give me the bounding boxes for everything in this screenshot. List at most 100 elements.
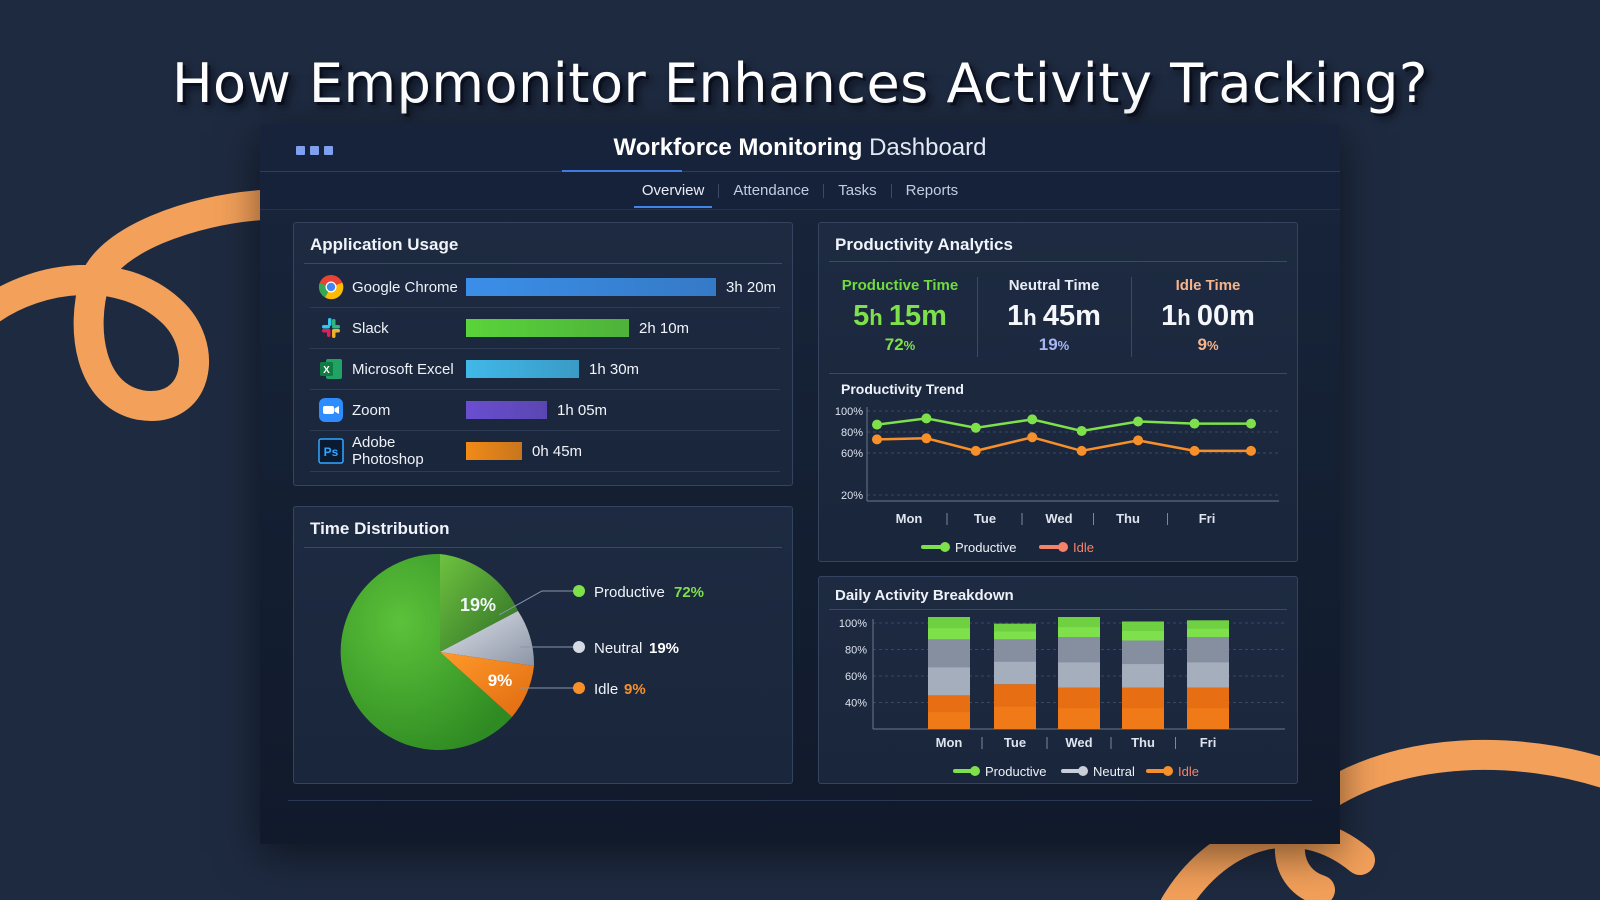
stat-value: 5h 15m (825, 300, 975, 333)
stat-hours: 5 (853, 300, 870, 332)
app-row-zoom[interactable]: Zoom 1h 05m (310, 390, 780, 431)
tab-separator (890, 183, 892, 198)
app-row-chrome[interactable]: Google Chrome 3h 20m (310, 267, 780, 308)
time-distribution-pie-chart: 19% 9% Productive 72% Neutral 19% Idle 9… (340, 553, 704, 750)
legend-pct-productive: 72% (674, 584, 704, 601)
x-tick-label: Thu (1131, 735, 1155, 750)
legend-pct-idle: 9% (624, 681, 646, 698)
bar-segment-shade (1058, 617, 1100, 628)
stat-hour-unit: h (1177, 305, 1197, 330)
legend-dot-productive (573, 585, 585, 597)
x-tick-label: Fri (1200, 735, 1217, 750)
daily-activity-title: Daily Activity Breakdown (835, 587, 1014, 604)
legend-marker-idle (1163, 766, 1173, 776)
stat-minutes: 15 (888, 300, 922, 332)
stat-neutral: Neutral Time 1h 45m 19% (979, 277, 1129, 355)
app-name: Slack (352, 319, 389, 337)
x-tick-label: Tue (974, 511, 996, 526)
stat-percent-value: 72 (884, 335, 904, 354)
stat-minute-unit: m (921, 300, 947, 332)
data-point-idle (921, 433, 932, 444)
stat-percent-value: 9 (1197, 335, 1207, 354)
stat-idle: Idle Time 1h 00m 9% (1133, 277, 1283, 355)
pie-slice-neutral[interactable] (440, 611, 535, 666)
productivity-trend-chart: 100% 80% 60% 20% Mon Tue Wed Thu Fri Productive Id… (835, 406, 1279, 555)
legend-label-neutral: Neutral (594, 640, 642, 657)
stat-percent: 9% (1133, 335, 1283, 355)
stat-separator (1131, 277, 1132, 357)
window-menu-icon[interactable] (296, 146, 333, 155)
legend-label-productive: Productive (985, 764, 1046, 779)
legend-label-idle: Idle (594, 681, 618, 698)
percent-sign: % (1206, 338, 1219, 353)
stat-minute-unit: m (1075, 300, 1101, 332)
productivity-trend-title: Productivity Trend (841, 381, 964, 397)
app-usage-bar (466, 401, 547, 419)
stat-value: 1h 45m (979, 300, 1129, 333)
app-usage-bar (466, 360, 579, 378)
data-point-productive (1027, 414, 1038, 425)
app-row-excel[interactable]: X Microsoft Excel 1h 30m (310, 349, 780, 390)
bar-segment-shade (1122, 687, 1164, 709)
y-tick-label: 100% (839, 618, 867, 630)
stat-productive: Productive Time 5h 15m 72% (825, 277, 975, 355)
bar-segment-shade (1187, 687, 1229, 709)
panel-divider (304, 547, 782, 548)
app-name: Zoom (352, 401, 391, 419)
x-tick-label: Thu (1116, 511, 1140, 526)
bar-segment-shade (1058, 687, 1100, 709)
pie-slice-productive[interactable] (340, 553, 512, 750)
stat-minutes: 00 (1196, 300, 1230, 332)
pie-slice-productive-top[interactable] (440, 554, 518, 652)
daily-activity-bar-chart: 100% 80% 60% 40% Mon Tue Wed Thu Fri Productive Ne… (839, 617, 1285, 779)
slack-icon (318, 315, 344, 341)
legend-label-idle: Idle (1178, 764, 1199, 779)
stat-percent: 72% (825, 335, 975, 355)
data-point-productive (1076, 425, 1087, 436)
tab-attendance[interactable]: Attendance (733, 181, 810, 199)
legend-dot-neutral (573, 641, 585, 653)
app-row-photoshop[interactable]: Ps Adobe Photoshop 0h 45m (310, 431, 780, 472)
productivity-analytics-title: Productivity Analytics (835, 235, 1013, 254)
stat-label: Neutral Time (1008, 277, 1100, 294)
series-line-idle (876, 435, 1251, 453)
time-distribution-panel: Time Distribution 19% 9% Productive 72% (293, 506, 793, 784)
y-tick-label: 60% (845, 671, 867, 683)
legend-label-neutral: Neutral (1093, 764, 1135, 779)
bar-segment-shade (994, 684, 1036, 707)
legend-marker-neutral (1078, 766, 1088, 776)
dashboard-topbar: Workforce Monitoring Dashboard (260, 124, 1340, 172)
tab-reports[interactable]: Reports (905, 181, 959, 199)
x-tick-label: Fri (1199, 511, 1216, 526)
tab-overview[interactable]: Overview (628, 172, 719, 210)
tab-bar: Overview Attendance Tasks Reports (260, 172, 1340, 210)
legend-marker-productive (970, 766, 980, 776)
bar-segment-shade (994, 639, 1036, 662)
zoom-icon (318, 397, 344, 423)
data-point-idle (1246, 445, 1256, 456)
page-headline: How Empmonitor Enhances Activity Trackin… (171, 52, 1429, 115)
app-name: Adobe Photoshop (352, 434, 424, 468)
app-usage-bar (466, 278, 716, 296)
bar-segment-shade (928, 695, 970, 713)
stat-hours: 1 (1007, 300, 1024, 332)
legend-label-idle: Idle (1073, 540, 1094, 555)
app-time: 0h 45m (532, 442, 583, 460)
bar-segment-shade (1058, 637, 1100, 663)
x-tick-label: Wed (1045, 511, 1072, 526)
data-point-productive (1133, 416, 1144, 427)
pie-label-neutral: 19% (460, 595, 496, 615)
pie-slice-idle[interactable] (440, 652, 534, 717)
svg-text:X: X (323, 365, 330, 376)
tab-tasks[interactable]: Tasks (838, 181, 877, 199)
percent-sign: % (1057, 338, 1070, 353)
y-tick-label: 40% (845, 698, 867, 710)
data-point-productive (1246, 418, 1256, 429)
app-row-slack[interactable]: Slack 2h 10m (310, 308, 780, 349)
y-tick-label: 80% (845, 645, 867, 657)
bar-segment-shade (1122, 621, 1164, 631)
data-point-productive (872, 419, 882, 430)
svg-text:Ps: Ps (324, 445, 339, 459)
stat-percent-value: 19 (1038, 335, 1058, 354)
title-underline (562, 170, 682, 172)
